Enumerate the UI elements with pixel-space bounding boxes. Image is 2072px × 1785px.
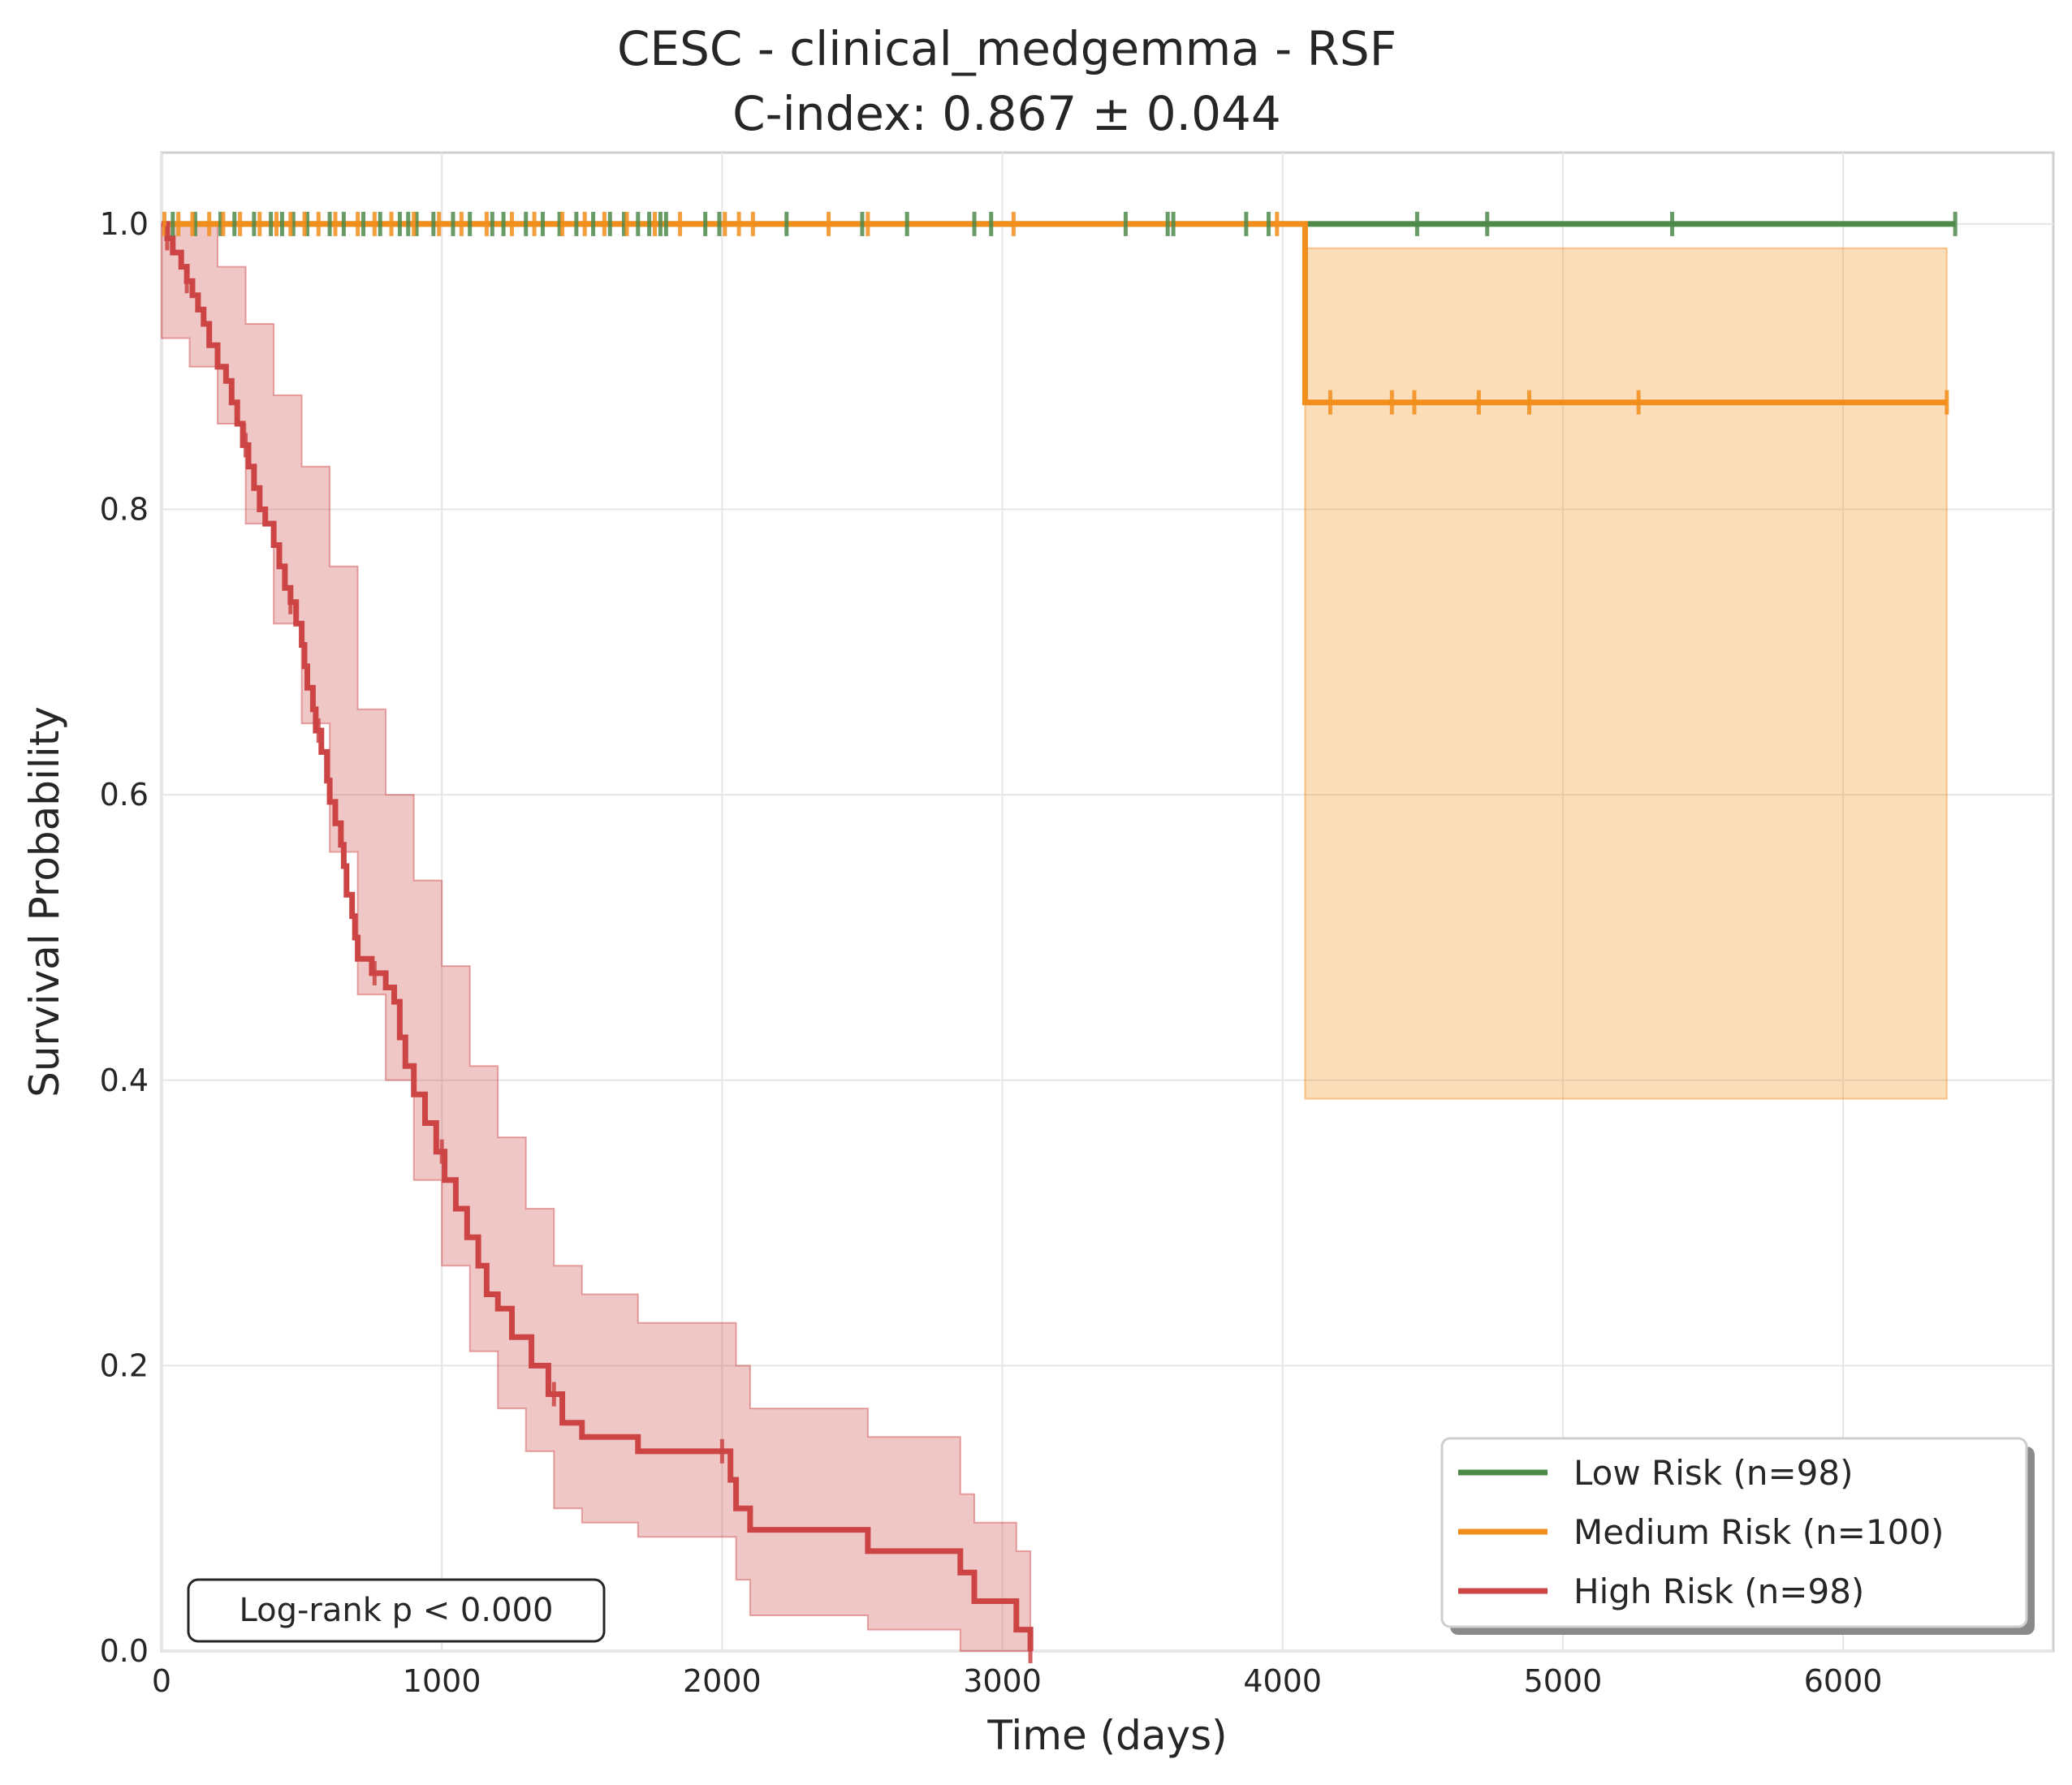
annotation-box: Log-rank p < 0.000 <box>187 1578 606 1643</box>
y-tick-label: 0.6 <box>100 777 149 813</box>
low-risk-legend-label: Low Risk (n=98) <box>1573 1453 1854 1493</box>
medium-risk-ci-band <box>1304 247 1948 1100</box>
medium-risk-legend-label: Medium Risk (n=100) <box>1573 1512 1944 1552</box>
legend: Low Risk (n=98) Medium Risk (n=100) High R… <box>1440 1437 2035 1635</box>
y-tick-label: 0.4 <box>100 1063 149 1098</box>
y-axis-label: Survival Probability <box>21 706 68 1097</box>
annotation-frame <box>187 1578 606 1643</box>
y-tick-label: 0.2 <box>100 1347 149 1383</box>
confidence-bands <box>161 222 1948 1652</box>
high-risk-legend-label: High Risk (n=98) <box>1573 1572 1864 1611</box>
x-tick-label: 0 <box>152 1663 171 1699</box>
y-axis-ticks: 0.0 0.2 0.4 0.6 0.8 1.0 <box>100 206 149 1669</box>
y-tick-label: 1.0 <box>100 206 149 242</box>
x-tick-label: 5000 <box>1524 1663 1603 1699</box>
legend-frame <box>1440 1437 2028 1628</box>
medium-risk-curve <box>162 221 1947 406</box>
censor-marks <box>162 211 1958 1663</box>
x-tick-label: 2000 <box>683 1663 762 1699</box>
x-axis-label: Time (days) <box>986 1712 1227 1759</box>
x-tick-label: 6000 <box>1804 1663 1883 1699</box>
chart-title: CESC - clinical_medgemma - RSF <box>617 21 1396 76</box>
y-tick-label: 0.8 <box>100 492 149 528</box>
y-tick-label: 0.0 <box>100 1633 149 1669</box>
x-axis-ticks: 0 1000 2000 3000 4000 5000 6000 <box>152 1663 1883 1699</box>
x-tick-label: 1000 <box>403 1663 481 1699</box>
chart-subtitle: C-index: 0.867 ± 0.044 <box>732 86 1281 141</box>
x-tick-label: 4000 <box>1243 1663 1322 1699</box>
x-tick-label: 3000 <box>963 1663 1042 1699</box>
logrank-annotation: Log-rank p < 0.000 <box>240 1592 554 1629</box>
